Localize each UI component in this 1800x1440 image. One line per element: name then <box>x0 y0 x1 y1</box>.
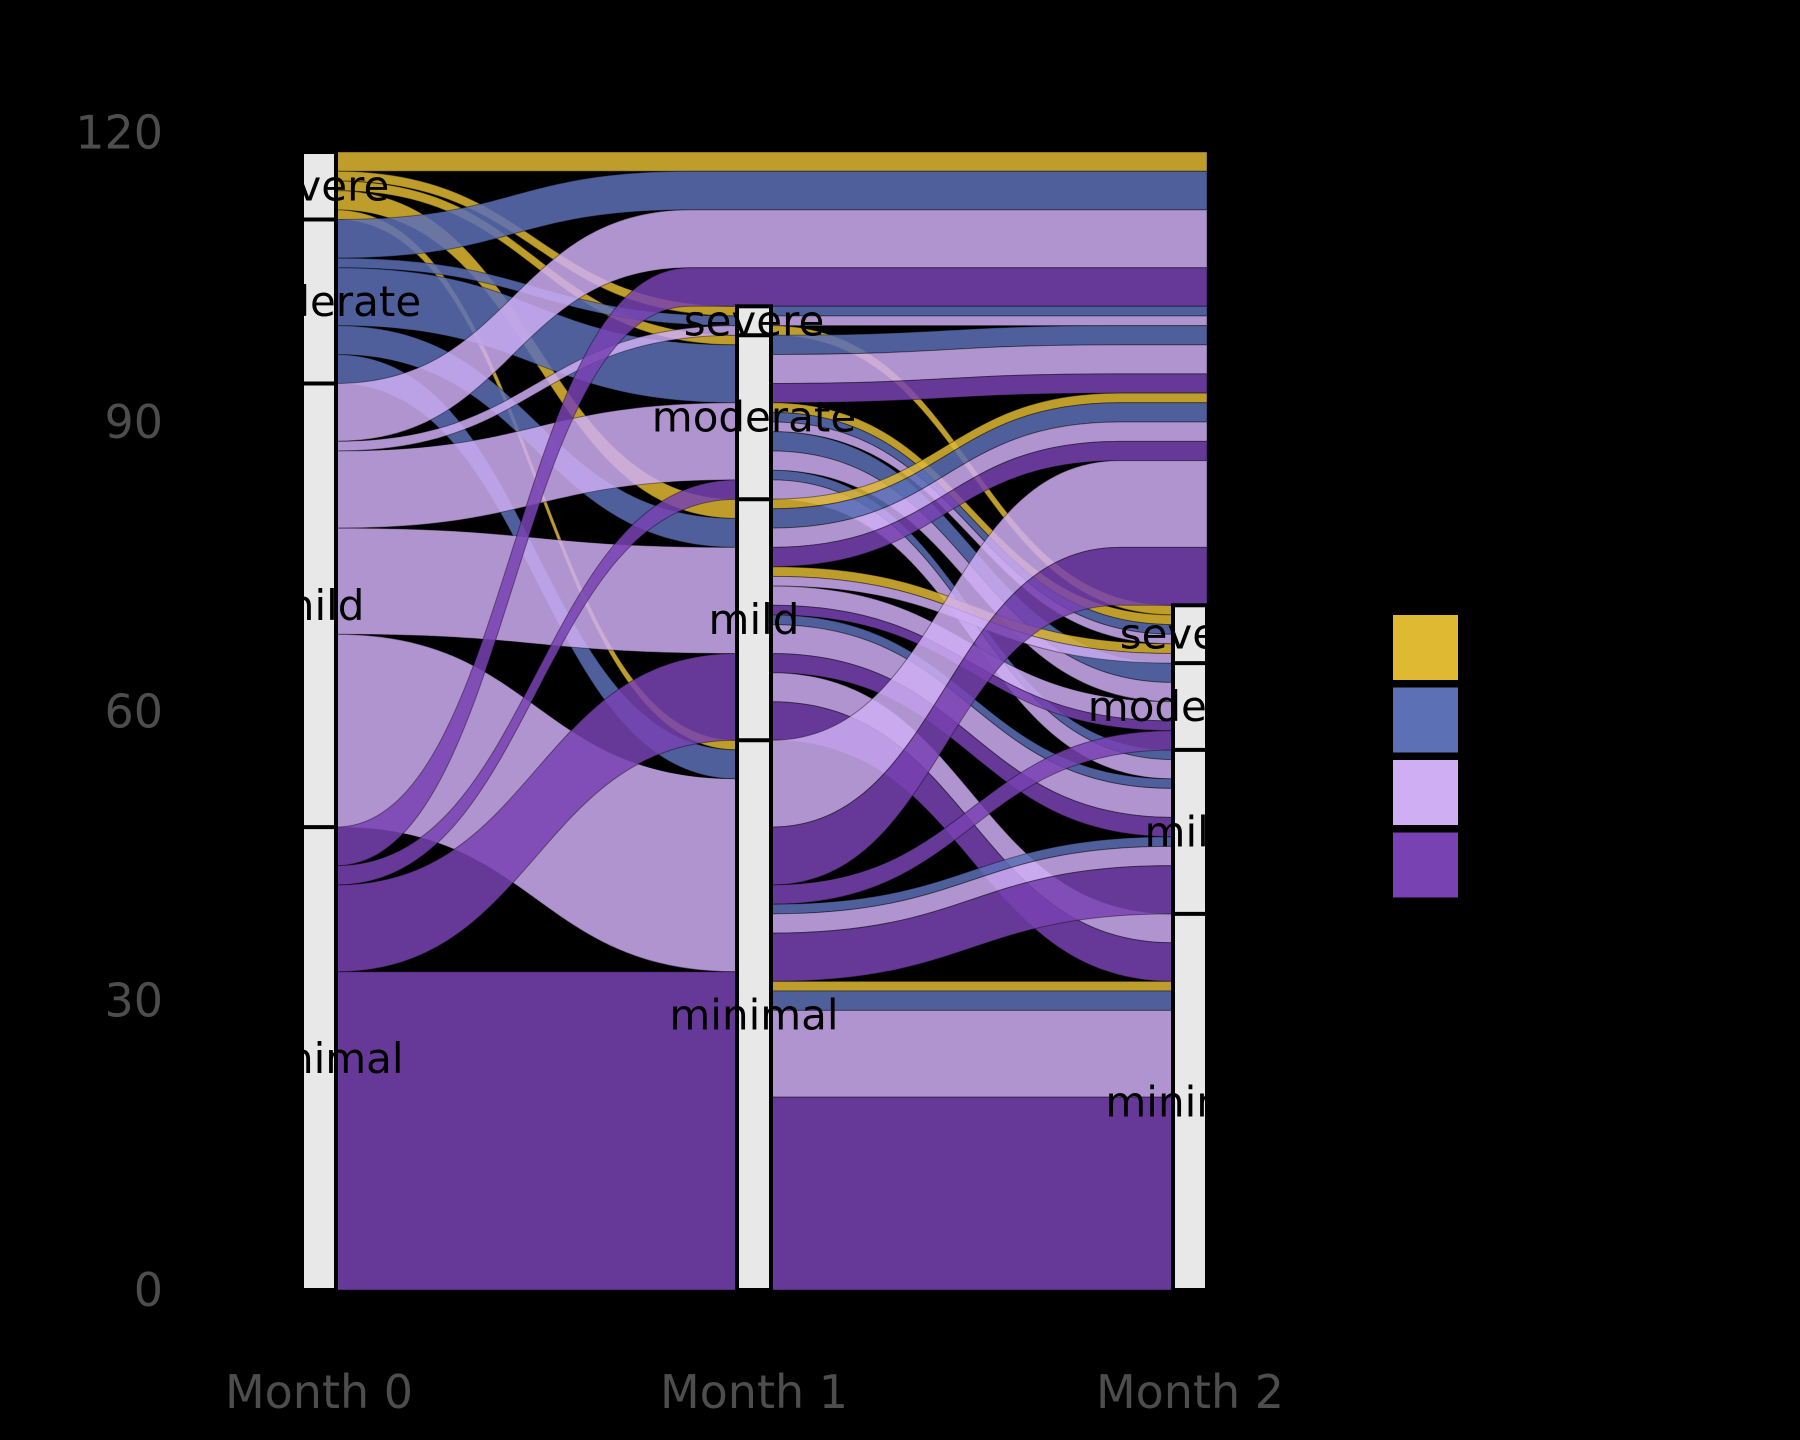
stratum-bar-0 <box>300 150 338 1292</box>
flow-severe-to-dropout <box>770 305 1208 317</box>
flow-minimal-to-minimal <box>770 980 1174 992</box>
x-axis-label-1: Month 1 <box>660 1365 848 1419</box>
y-tick-30: 30 <box>104 974 163 1028</box>
y-tick-60: 60 <box>104 684 163 738</box>
y-tick-0: 0 <box>134 1263 163 1317</box>
stratum-label-month0-moderate: moderate <box>217 277 421 326</box>
stratum-label-month0-severe: severe <box>249 161 390 210</box>
stratum-bar-1 <box>735 304 773 1292</box>
stratum-label-month2-severe: severe <box>1120 610 1261 659</box>
flow-severe-to-dropout <box>770 315 1208 327</box>
legend-swatch-moderate <box>1393 687 1458 753</box>
flows-month1-month2 <box>770 305 1208 1291</box>
x-axis-label-0: Month 0 <box>225 1365 413 1419</box>
flow-mild-to-mild <box>335 527 738 654</box>
stratum-labels: severe moderate mild minimal severe moderate m… <box>217 161 1292 1126</box>
stratum-label-month2-mild: mild <box>1145 807 1236 856</box>
stratum-label-month2-minimal: minimal <box>1105 1077 1274 1126</box>
y-tick-90: 90 <box>104 395 163 449</box>
legend-swatch-mild <box>1393 760 1458 825</box>
flow-severe-to-dropout <box>335 151 1208 172</box>
y-tick-120: 120 <box>75 106 163 160</box>
stratum-bars <box>300 150 1209 1292</box>
stratum-label-month1-mild: mild <box>709 595 800 644</box>
stratum-bar-2 <box>1171 603 1209 1292</box>
stratum-label-month1-minimal: minimal <box>669 991 838 1040</box>
legend-swatch-severe <box>1393 615 1458 680</box>
stratum-label-month1-severe: severe <box>684 296 825 345</box>
stratum-label-month1-moderate: moderate <box>652 393 856 442</box>
stratum-label-month2-moderate: moderate <box>1088 682 1292 731</box>
legend <box>1393 615 1458 898</box>
y-axis-tick-labels: 0 30 60 90 120 <box>75 106 163 1317</box>
stratum-label-month0-minimal: minimal <box>234 1034 403 1083</box>
stratum-label-month0-mild: mild <box>274 581 365 630</box>
legend-swatch-minimal <box>1393 832 1458 898</box>
x-axis-labels: Month 0 Month 1 Month 2 <box>225 1365 1284 1419</box>
x-axis-label-2: Month 2 <box>1096 1365 1284 1419</box>
